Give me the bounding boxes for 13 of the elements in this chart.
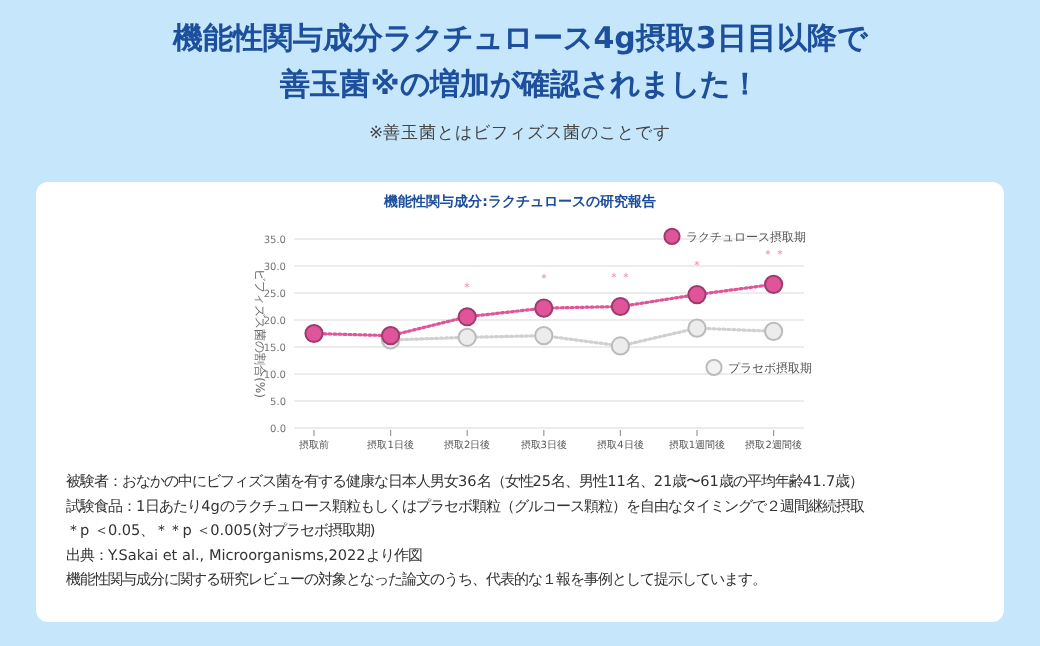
point bbox=[457, 307, 477, 327]
chart-subtitle: ※善玉菌とはビフィズス菌のことです bbox=[368, 122, 672, 144]
point bbox=[687, 318, 707, 338]
point bbox=[534, 326, 554, 346]
point bbox=[534, 298, 554, 318]
point bbox=[610, 296, 630, 317]
point bbox=[457, 327, 477, 347]
point bbox=[304, 323, 324, 344]
point bbox=[764, 321, 784, 341]
chart-title: 機能性関与成分ラクチュロース4g摂取3日目以降で善玉菌※の増加が確認されました！ bbox=[171, 20, 869, 102]
point bbox=[764, 274, 784, 294]
point bbox=[687, 285, 707, 305]
point bbox=[610, 336, 630, 356]
